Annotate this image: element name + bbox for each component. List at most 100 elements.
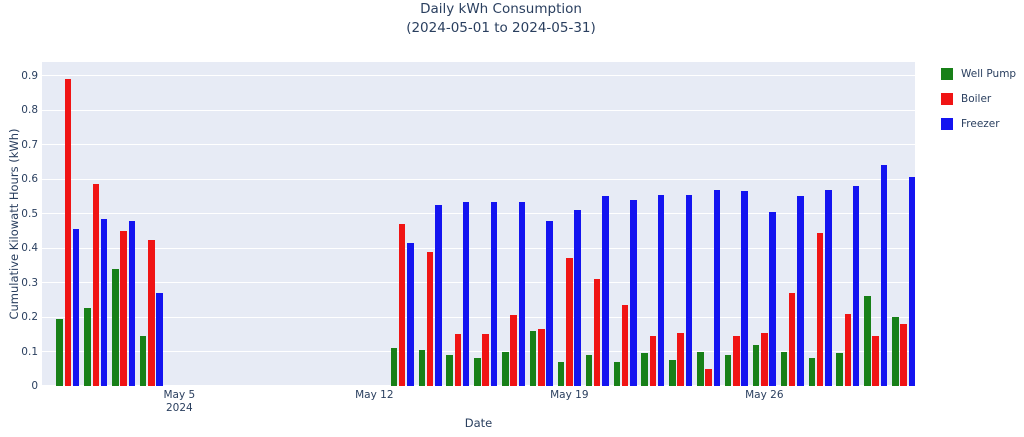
- bar-well-pump: [139, 336, 147, 386]
- bar-boiler: [64, 79, 72, 386]
- chart-title: Daily kWh Consumption: [420, 1, 582, 17]
- bar-well-pump: [56, 318, 63, 386]
- bar-well-pump: [752, 344, 760, 386]
- bar-freezer: [741, 191, 748, 386]
- bar-boiler: [426, 251, 434, 386]
- x-tick-label: May 26: [745, 389, 784, 401]
- bar-freezer: [657, 194, 665, 386]
- bar-well-pump: [84, 308, 91, 386]
- x-tick-label: May 5 2024: [163, 389, 196, 414]
- y-tick-label: 0.2: [21, 311, 38, 324]
- bar-boiler: [872, 336, 879, 386]
- gridline: [42, 75, 915, 77]
- bar-freezer: [435, 205, 442, 386]
- gridline: [42, 109, 915, 111]
- legend-label-freezer: Freezer: [961, 118, 1000, 130]
- y-tick-label: 0.3: [21, 276, 38, 289]
- x-tick-label: May 12: [355, 389, 394, 401]
- bar-freezer: [546, 220, 553, 386]
- legend-label-boiler: Boiler: [961, 93, 992, 105]
- gridline: [42, 316, 915, 318]
- gridline: [42, 247, 915, 249]
- bar-freezer: [100, 218, 108, 386]
- bar-well-pump: [641, 353, 648, 386]
- bar-boiler: [705, 368, 712, 386]
- bar-boiler: [593, 279, 601, 386]
- bar-freezer: [407, 242, 414, 386]
- bar-freezer: [490, 201, 498, 386]
- bar-boiler: [482, 334, 489, 386]
- y-tick-label: 0.9: [21, 69, 38, 82]
- bar-well-pump: [864, 296, 871, 386]
- legend-item-well-pump[interactable]: Well Pump: [941, 68, 1016, 80]
- bar-well-pump: [808, 358, 815, 386]
- y-tick-label: 0.4: [21, 242, 38, 255]
- legend: Well Pump Boiler Freezer: [941, 68, 1016, 130]
- bar-well-pump: [697, 351, 704, 386]
- bar-boiler: [788, 292, 796, 386]
- bar-freezer: [852, 186, 860, 386]
- bar-freezer: [128, 220, 136, 386]
- boiler-swatch-icon: [941, 93, 953, 105]
- gridline: [42, 282, 915, 284]
- bar-boiler: [120, 230, 127, 386]
- y-axis-title: Cumulative Kilowatt Hours (kWh): [7, 128, 21, 320]
- bar-freezer: [574, 210, 581, 386]
- bar-well-pump: [529, 330, 537, 386]
- y-tick-label: 0: [31, 380, 38, 392]
- bar-well-pump: [892, 317, 899, 386]
- bar-boiler: [621, 305, 629, 386]
- legend-item-boiler[interactable]: Boiler: [941, 93, 1016, 105]
- bar-well-pump: [112, 268, 119, 386]
- bar-well-pump: [418, 349, 426, 386]
- bar-well-pump: [557, 361, 565, 386]
- bar-well-pump: [724, 354, 732, 386]
- bar-boiler: [733, 336, 740, 386]
- bar-freezer: [685, 194, 693, 386]
- bar-freezer: [72, 229, 80, 386]
- bar-well-pump: [836, 353, 843, 386]
- bar-well-pump: [669, 360, 676, 386]
- well-pump-swatch-icon: [941, 68, 953, 80]
- bar-boiler: [92, 184, 99, 386]
- bar-freezer: [630, 199, 637, 386]
- legend-label-well-pump: Well Pump: [961, 68, 1017, 80]
- bar-boiler: [844, 313, 852, 386]
- x-tick-label: May 19: [550, 389, 589, 401]
- bar-boiler: [649, 336, 657, 386]
- bar-boiler: [538, 329, 545, 386]
- bar-well-pump: [446, 354, 453, 386]
- y-tick-label: 0.7: [21, 138, 38, 151]
- y-tick-label: 0.8: [21, 104, 38, 117]
- bar-boiler: [761, 332, 768, 386]
- bar-well-pump: [613, 361, 621, 386]
- bar-well-pump: [780, 351, 788, 386]
- legend-item-freezer[interactable]: Freezer: [941, 118, 1016, 130]
- bar-freezer: [908, 177, 915, 386]
- bar-freezer: [769, 211, 776, 386]
- gridline: [42, 178, 915, 180]
- bar-boiler: [816, 232, 824, 386]
- bar-boiler: [148, 239, 155, 386]
- plot-area[interactable]: [42, 62, 915, 386]
- chart-subtitle: (2024-05-01 to 2024-05-31): [406, 20, 596, 36]
- bar-boiler: [454, 334, 462, 386]
- gridline: [42, 213, 915, 215]
- bar-boiler: [398, 224, 406, 386]
- bar-freezer: [156, 292, 163, 386]
- bar-freezer: [880, 165, 888, 386]
- bar-freezer: [713, 189, 721, 386]
- y-tick-label: 0.5: [21, 207, 38, 220]
- gridline: [42, 351, 915, 353]
- bar-freezer: [825, 189, 832, 386]
- chart-title-block: Daily kWh Consumption (2024-05-01 to 202…: [0, 0, 1002, 37]
- bar-well-pump: [390, 348, 398, 386]
- bar-freezer: [602, 196, 609, 386]
- bar-freezer: [797, 196, 804, 386]
- bar-freezer: [518, 201, 526, 386]
- bar-boiler: [677, 332, 684, 386]
- bar-well-pump: [474, 358, 481, 386]
- y-tick-label: 0.1: [21, 345, 38, 358]
- x-axis-title: Date: [464, 416, 493, 430]
